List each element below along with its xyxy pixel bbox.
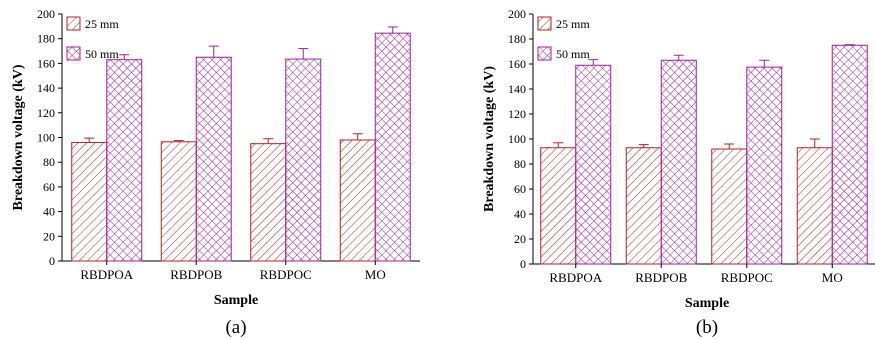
y-tick-label: 80 [514, 157, 526, 171]
y-tick-label: 160 [508, 57, 526, 71]
y-tick-label: 100 [508, 132, 526, 146]
x-tick-label: MO [365, 267, 386, 282]
bar-50-mm-MO [831, 44, 868, 265]
bar-25-mm-RBDPOC [250, 143, 287, 262]
bar-50-mm-RBDPOB [195, 56, 232, 262]
bar-50-mm-RBDPOC [285, 58, 322, 262]
bar-25-mm-RBDPOB [625, 147, 662, 265]
panel-caption: (a) [225, 317, 246, 338]
bar-25-mm-RBDPOA [71, 141, 108, 262]
bar-50-mm-RBDPOC [746, 66, 783, 265]
legend-swatch [66, 46, 81, 61]
y-tick-label: 0 [520, 257, 526, 271]
x-tick-label: RBDPOB [170, 267, 222, 282]
x-tick-label: RBDPOA [549, 270, 602, 285]
bar-25-mm-RBDPOC [711, 148, 748, 265]
y-tick-label: 100 [37, 131, 55, 145]
y-tick-label: 120 [508, 107, 526, 121]
bar-25-mm-MO [796, 147, 833, 265]
y-tick-label: 20 [43, 229, 55, 243]
bar-50-mm-MO [374, 32, 411, 262]
y-tick-label: 80 [43, 155, 55, 169]
legend-swatch [537, 16, 552, 31]
y-tick-label: 140 [37, 81, 55, 95]
y-tick-label: 40 [514, 207, 526, 221]
y-tick-label: 180 [37, 32, 55, 46]
y-tick-label: 140 [508, 82, 526, 96]
bar-50-mm-RBDPOA [575, 64, 612, 265]
bar-50-mm-RBDPOA [106, 59, 143, 262]
y-tick-label: 20 [514, 232, 526, 246]
y-tick-label: 0 [49, 254, 55, 268]
x-tick-label: MO [822, 270, 843, 285]
legend-swatch [66, 16, 81, 31]
y-tick-label: 200 [37, 7, 55, 21]
x-tick-label: RBDPOA [80, 267, 133, 282]
legend-swatch [537, 46, 552, 61]
y-axis-title: Breakdown voltage (kV) [11, 64, 26, 210]
x-tick-label: RBDPOB [635, 270, 687, 285]
x-tick-label: RBDPOC [260, 267, 312, 282]
x-tick-label: RBDPOC [721, 270, 773, 285]
panel-caption: (b) [696, 317, 718, 338]
bar-50-mm-RBDPOB [660, 59, 697, 265]
x-axis-title: Sample [685, 296, 729, 311]
y-tick-label: 180 [508, 32, 526, 46]
y-tick-label: 200 [508, 7, 526, 21]
legend-label: 50 mm [556, 47, 590, 61]
legend-label: 25 mm [556, 17, 590, 31]
y-tick-label: 40 [43, 205, 55, 219]
legend-label: 50 mm [85, 47, 119, 61]
y-tick-label: 120 [37, 106, 55, 120]
bar-25-mm-RBDPOA [540, 147, 577, 265]
y-tick-label: 60 [514, 182, 526, 196]
y-axis-title: Breakdown voltage (kV) [482, 66, 497, 212]
bar-25-mm-MO [339, 139, 376, 262]
x-axis-title: Sample [214, 293, 258, 308]
legend-label: 25 mm [85, 17, 119, 31]
y-tick-label: 160 [37, 56, 55, 70]
bar-25-mm-RBDPOB [160, 141, 197, 262]
chart-b: 0 20 40 60 80 100 120 140 160 180 200 RBDPOA RBDPOB R… [482, 7, 875, 338]
y-tick-label: 60 [43, 180, 55, 194]
chart-a: 0 20 40 60 80 100 120 140 160 180 200 RBDPOA RBDPOB R… [11, 7, 420, 338]
